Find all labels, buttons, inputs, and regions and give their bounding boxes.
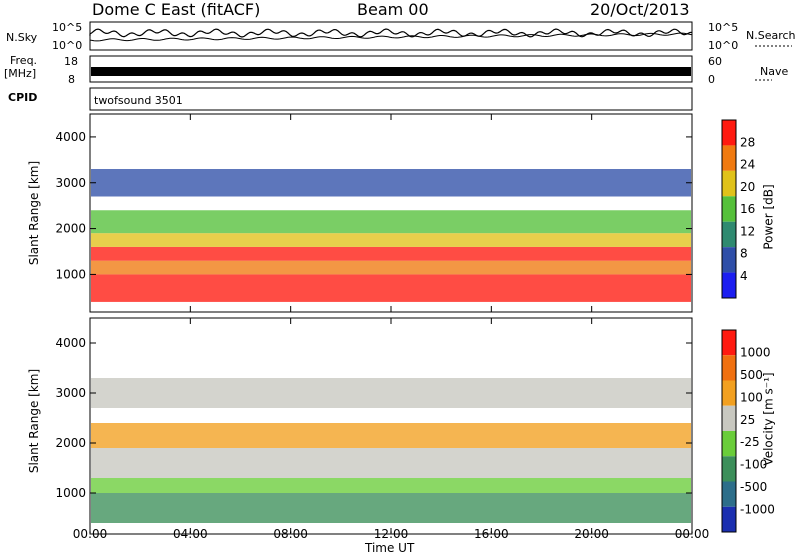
power-colorbar-seg-2 bbox=[722, 170, 736, 197]
velocity-band-3 bbox=[91, 423, 691, 448]
velocity-colorbar-seg-5 bbox=[722, 456, 736, 482]
nsearch-bottom-tick: 10^0 bbox=[708, 39, 739, 52]
velocity-band-0 bbox=[91, 493, 691, 523]
x-tick-label-5: 20:00 bbox=[574, 527, 609, 541]
nsky-trace bbox=[89, 28, 693, 38]
velocity-colorbar-tick-1: 500 bbox=[740, 368, 763, 382]
velocity-colorbar-seg-1 bbox=[722, 355, 736, 381]
freq-bottom-tick: 8 bbox=[68, 73, 75, 86]
power-colorbar-tick-4: 20 bbox=[740, 180, 755, 194]
velocity-colorbar-tick-2: 100 bbox=[740, 390, 763, 404]
cpid-label: CPID bbox=[8, 91, 38, 104]
velocity-ytick-label-2: 3000 bbox=[55, 386, 86, 400]
freq-label: Freq. bbox=[10, 54, 38, 67]
velocity-colorbar-seg-6 bbox=[722, 481, 736, 507]
freq-panel bbox=[89, 55, 693, 83]
power-colorbar-seg-4 bbox=[722, 221, 736, 248]
velocity-band-1 bbox=[91, 478, 691, 493]
power-band-2 bbox=[91, 246, 691, 261]
power-band-1 bbox=[91, 260, 691, 275]
freq-unit: [MHz] bbox=[4, 67, 37, 80]
velocity-colorbar-tick-7: -1000 bbox=[740, 503, 775, 517]
nave-label: Nave bbox=[760, 65, 789, 78]
velocity-ytick-label-0: 1000 bbox=[55, 486, 86, 500]
velocity-colorbar-seg-2 bbox=[722, 380, 736, 406]
power-band-5 bbox=[91, 169, 691, 197]
power-colorbar-seg-1 bbox=[722, 145, 736, 171]
beam-label: Beam 00 bbox=[357, 0, 429, 19]
nsky-top-tick: 10^5 bbox=[52, 21, 83, 34]
velocity-ytick-label-3: 4000 bbox=[55, 336, 86, 350]
velocity-colorbar-tick-6: -500 bbox=[740, 480, 767, 494]
power-ytick-label-1: 2000 bbox=[55, 222, 86, 236]
cpid-panel bbox=[89, 87, 693, 111]
power-ytick-label-2: 3000 bbox=[55, 176, 86, 190]
power-colorbar-seg-5 bbox=[722, 247, 736, 273]
power-colorbar-tick-0: 4 bbox=[740, 269, 748, 283]
power-colorbar-tick-5: 24 bbox=[740, 158, 755, 172]
x-tick-label-4: 16:00 bbox=[474, 527, 509, 541]
x-tick-label-0: 00:00 bbox=[73, 527, 108, 541]
nsearch-trace bbox=[89, 32, 693, 42]
power-colorbar-frame bbox=[721, 119, 737, 299]
power-ytick-label-0: 1000 bbox=[55, 267, 86, 281]
nave-top-tick: 60 bbox=[708, 55, 722, 68]
power-colorbar-tick-1: 8 bbox=[740, 247, 748, 261]
station-title: Dome C East (fitACF) bbox=[92, 0, 261, 19]
freq-trace bbox=[91, 67, 691, 76]
date-label: 20/Oct/2013 bbox=[590, 0, 690, 19]
velocity-colorbar-tick-0: 1000 bbox=[740, 345, 771, 359]
power-colorbar-seg-6 bbox=[722, 272, 736, 298]
x-tick-label-1: 04:00 bbox=[173, 527, 208, 541]
velocity-colorbar-tick-5: -100 bbox=[740, 458, 767, 472]
power-colorbar-seg-3 bbox=[722, 196, 736, 222]
velocity-band-4 bbox=[91, 378, 691, 408]
velocity-colorbar-tick-3: 25 bbox=[740, 413, 755, 427]
velocity-colorbar-seg-7 bbox=[722, 506, 736, 532]
power-colorbar-tick-2: 12 bbox=[740, 224, 755, 238]
power-colorbar-tick-3: 16 bbox=[740, 202, 755, 216]
cpid-value: twofsound 3501 bbox=[94, 94, 183, 107]
velocity-colorbar-frame bbox=[721, 329, 737, 533]
power-colorbar-tick-6: 28 bbox=[740, 135, 755, 149]
x-tick-label-2: 08:00 bbox=[273, 527, 308, 541]
velocity-colorbar-tick-4: -25 bbox=[740, 435, 760, 449]
nave-bottom-tick: 0 bbox=[708, 73, 715, 86]
velocity-colorbar-seg-0 bbox=[722, 330, 736, 356]
power-band-3 bbox=[91, 233, 691, 247]
freq-top-tick: 18 bbox=[64, 55, 78, 68]
power-band-4 bbox=[91, 210, 691, 234]
velocity-colorbar-seg-4 bbox=[722, 431, 736, 457]
velocity-ytick-label-1: 2000 bbox=[55, 436, 86, 450]
velocity-colorbar-seg-3 bbox=[722, 405, 736, 431]
power-colorbar-seg-0 bbox=[722, 120, 736, 146]
nsky-label: N.Sky bbox=[6, 31, 38, 44]
nsearch-top-tick: 10^5 bbox=[708, 21, 739, 34]
nsky-bottom-tick: 10^0 bbox=[52, 39, 83, 52]
power-band-0 bbox=[91, 274, 691, 302]
x-tick-label-6: 00:00 bbox=[675, 527, 710, 541]
nsearch-label: N.Search bbox=[746, 29, 796, 42]
x-axis-label: Time UT bbox=[365, 541, 415, 555]
x-tick-label-3: 12:00 bbox=[374, 527, 409, 541]
velocity-band-2 bbox=[91, 448, 691, 478]
power-ytick-label-3: 4000 bbox=[55, 130, 86, 144]
